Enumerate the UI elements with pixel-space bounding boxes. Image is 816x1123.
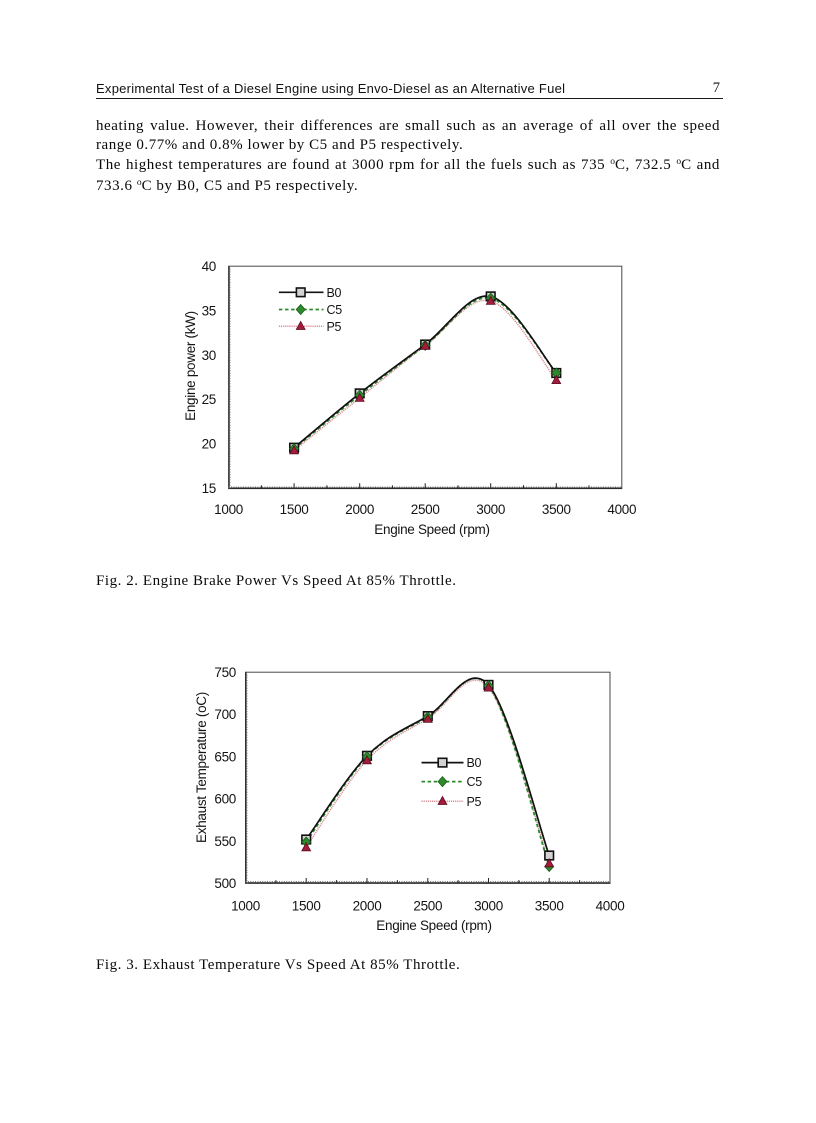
svg-text:Engine power (kW): Engine power (kW) — [183, 311, 198, 421]
svg-text:4000: 4000 — [607, 502, 636, 517]
svg-text:2500: 2500 — [413, 899, 442, 914]
svg-text:B0: B0 — [467, 756, 482, 770]
svg-text:35: 35 — [202, 303, 216, 318]
svg-text:2500: 2500 — [411, 502, 440, 517]
svg-text:2000: 2000 — [353, 899, 382, 914]
svg-text:Exhaust Temperature (oC): Exhaust Temperature (oC) — [194, 692, 209, 843]
svg-text:40: 40 — [202, 259, 216, 274]
svg-text:Engine Speed (rpm): Engine Speed (rpm) — [376, 918, 491, 933]
svg-text:3000: 3000 — [474, 899, 503, 914]
svg-text:4000: 4000 — [596, 899, 625, 914]
svg-text:25: 25 — [202, 392, 216, 407]
svg-text:3000: 3000 — [476, 502, 505, 517]
svg-text:P5: P5 — [327, 320, 342, 334]
svg-text:550: 550 — [214, 834, 236, 849]
svg-text:B0: B0 — [327, 286, 342, 300]
svg-text:500: 500 — [214, 876, 236, 891]
svg-text:1500: 1500 — [280, 502, 309, 517]
svg-text:C5: C5 — [327, 303, 343, 317]
svg-text:30: 30 — [202, 348, 216, 363]
svg-text:600: 600 — [214, 792, 236, 807]
svg-text:15: 15 — [202, 481, 216, 496]
svg-text:1500: 1500 — [292, 899, 321, 914]
svg-text:1000: 1000 — [231, 899, 260, 914]
svg-text:2000: 2000 — [345, 502, 374, 517]
svg-text:3500: 3500 — [535, 899, 564, 914]
svg-text:700: 700 — [214, 707, 236, 722]
svg-text:C5: C5 — [467, 775, 483, 789]
svg-text:3500: 3500 — [542, 502, 571, 517]
svg-text:Engine Speed (rpm): Engine Speed (rpm) — [374, 522, 489, 537]
svg-text:650: 650 — [214, 749, 236, 764]
svg-text:P5: P5 — [467, 795, 482, 809]
svg-text:750: 750 — [214, 665, 236, 680]
svg-text:1000: 1000 — [214, 502, 243, 517]
svg-text:20: 20 — [202, 437, 216, 452]
